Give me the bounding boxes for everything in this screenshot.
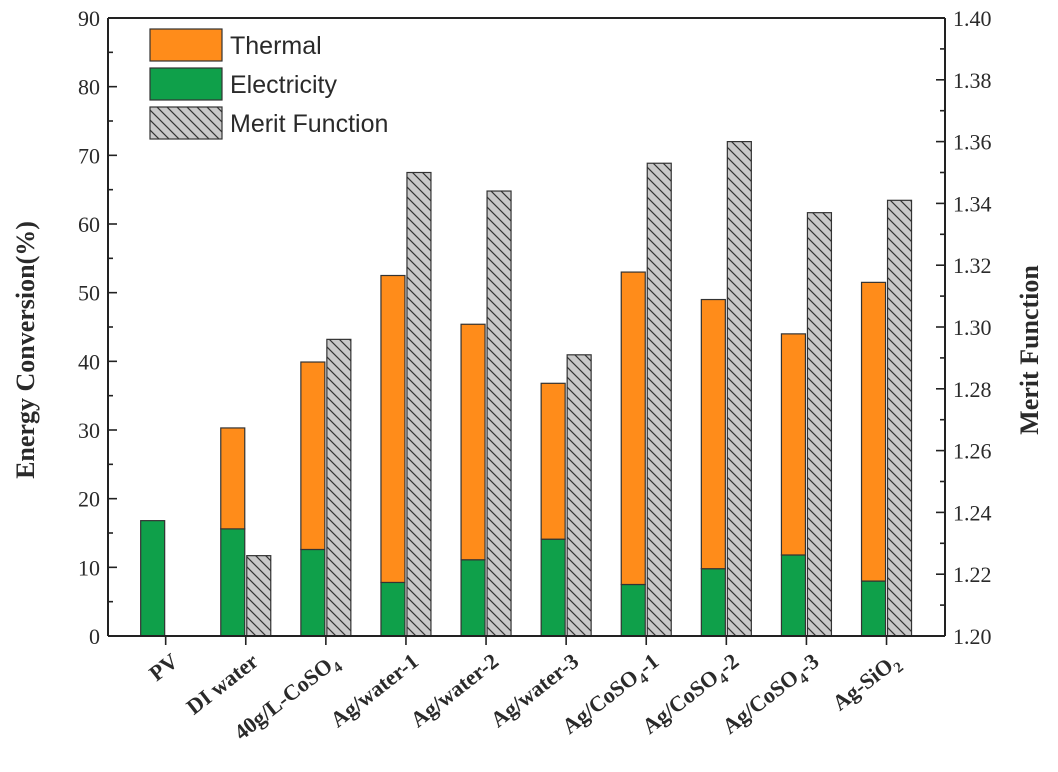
x-tick-label: Ag/water-2	[406, 648, 504, 732]
x-tick-label: PV	[144, 648, 183, 686]
y2-tick-label: 1.32	[953, 253, 992, 278]
y2-tick-label: 1.26	[953, 439, 992, 464]
thermal-bar	[700, 298, 726, 570]
thermal-bar	[220, 427, 246, 530]
y2-tick-label: 1.34	[953, 191, 992, 216]
y-tick-label: 90	[78, 6, 100, 31]
electricity-bar	[620, 583, 646, 637]
legend-label: Merit Function	[230, 110, 388, 138]
merit-bar	[646, 162, 672, 637]
y-tick-label: 70	[78, 143, 100, 168]
y2-axis-title: Merit Function	[1015, 265, 1044, 435]
electricity-bar	[700, 568, 726, 637]
thermal-bar	[780, 333, 807, 556]
legend: Thermal Electricity Merit Function	[149, 28, 388, 140]
merit-bar	[246, 555, 272, 637]
x-tick-label: Ag/water-1	[325, 648, 423, 732]
electricity-bar	[780, 554, 807, 637]
electricity-bar	[380, 581, 406, 637]
y-tick-label: 10	[78, 555, 100, 580]
y-tick-label: 0	[89, 624, 100, 649]
merit-bar	[886, 199, 913, 637]
electricity-bar	[460, 559, 486, 637]
x-tick-label: Ag-SiO2	[827, 648, 906, 719]
thermal-bar	[540, 382, 566, 540]
y-tick-label: 50	[78, 281, 100, 306]
electricity-bar	[540, 538, 566, 637]
legend-swatch-electricity	[149, 67, 223, 101]
electricity-bar	[860, 580, 887, 637]
y2-tick-label: 1.30	[953, 315, 992, 340]
merit-bar	[486, 190, 512, 637]
y-tick-label: 60	[78, 212, 100, 237]
bars-layer	[140, 141, 913, 637]
y2-tick-label: 1.28	[953, 377, 992, 402]
electricity-bar	[220, 528, 246, 637]
merit-bar	[326, 338, 352, 637]
y-axis-title: Energy Conversion(%)	[11, 221, 40, 479]
y-tick-label: 80	[78, 75, 100, 100]
thermal-bar	[300, 361, 326, 551]
y2-tick-label: 1.24	[953, 500, 992, 525]
y2-tick-label: 1.38	[953, 68, 992, 93]
y-tick-label: 40	[78, 349, 100, 374]
thermal-bar	[460, 323, 486, 561]
y2-tick-label: 1.22	[953, 562, 992, 587]
y2-tick-label: 1.36	[953, 130, 992, 155]
y2-tick-label: 1.20	[953, 624, 992, 649]
merit-bar	[726, 141, 752, 637]
merit-bar	[566, 354, 592, 637]
merit-bar	[806, 212, 833, 637]
legend-swatch-thermal	[149, 28, 223, 62]
electricity-bar	[300, 548, 326, 637]
thermal-bar	[860, 281, 887, 582]
y-tick-label: 30	[78, 418, 100, 443]
merit-bar	[406, 171, 432, 637]
thermal-bar	[380, 274, 406, 584]
y-tick-label: 20	[78, 487, 100, 512]
electricity-bar	[140, 520, 166, 637]
thermal-bar	[620, 271, 646, 586]
y2-tick-label: 1.40	[953, 6, 992, 31]
legend-label: Thermal	[230, 32, 322, 60]
legend-swatch-merit	[149, 106, 223, 140]
legend-label: Electricity	[230, 71, 337, 99]
